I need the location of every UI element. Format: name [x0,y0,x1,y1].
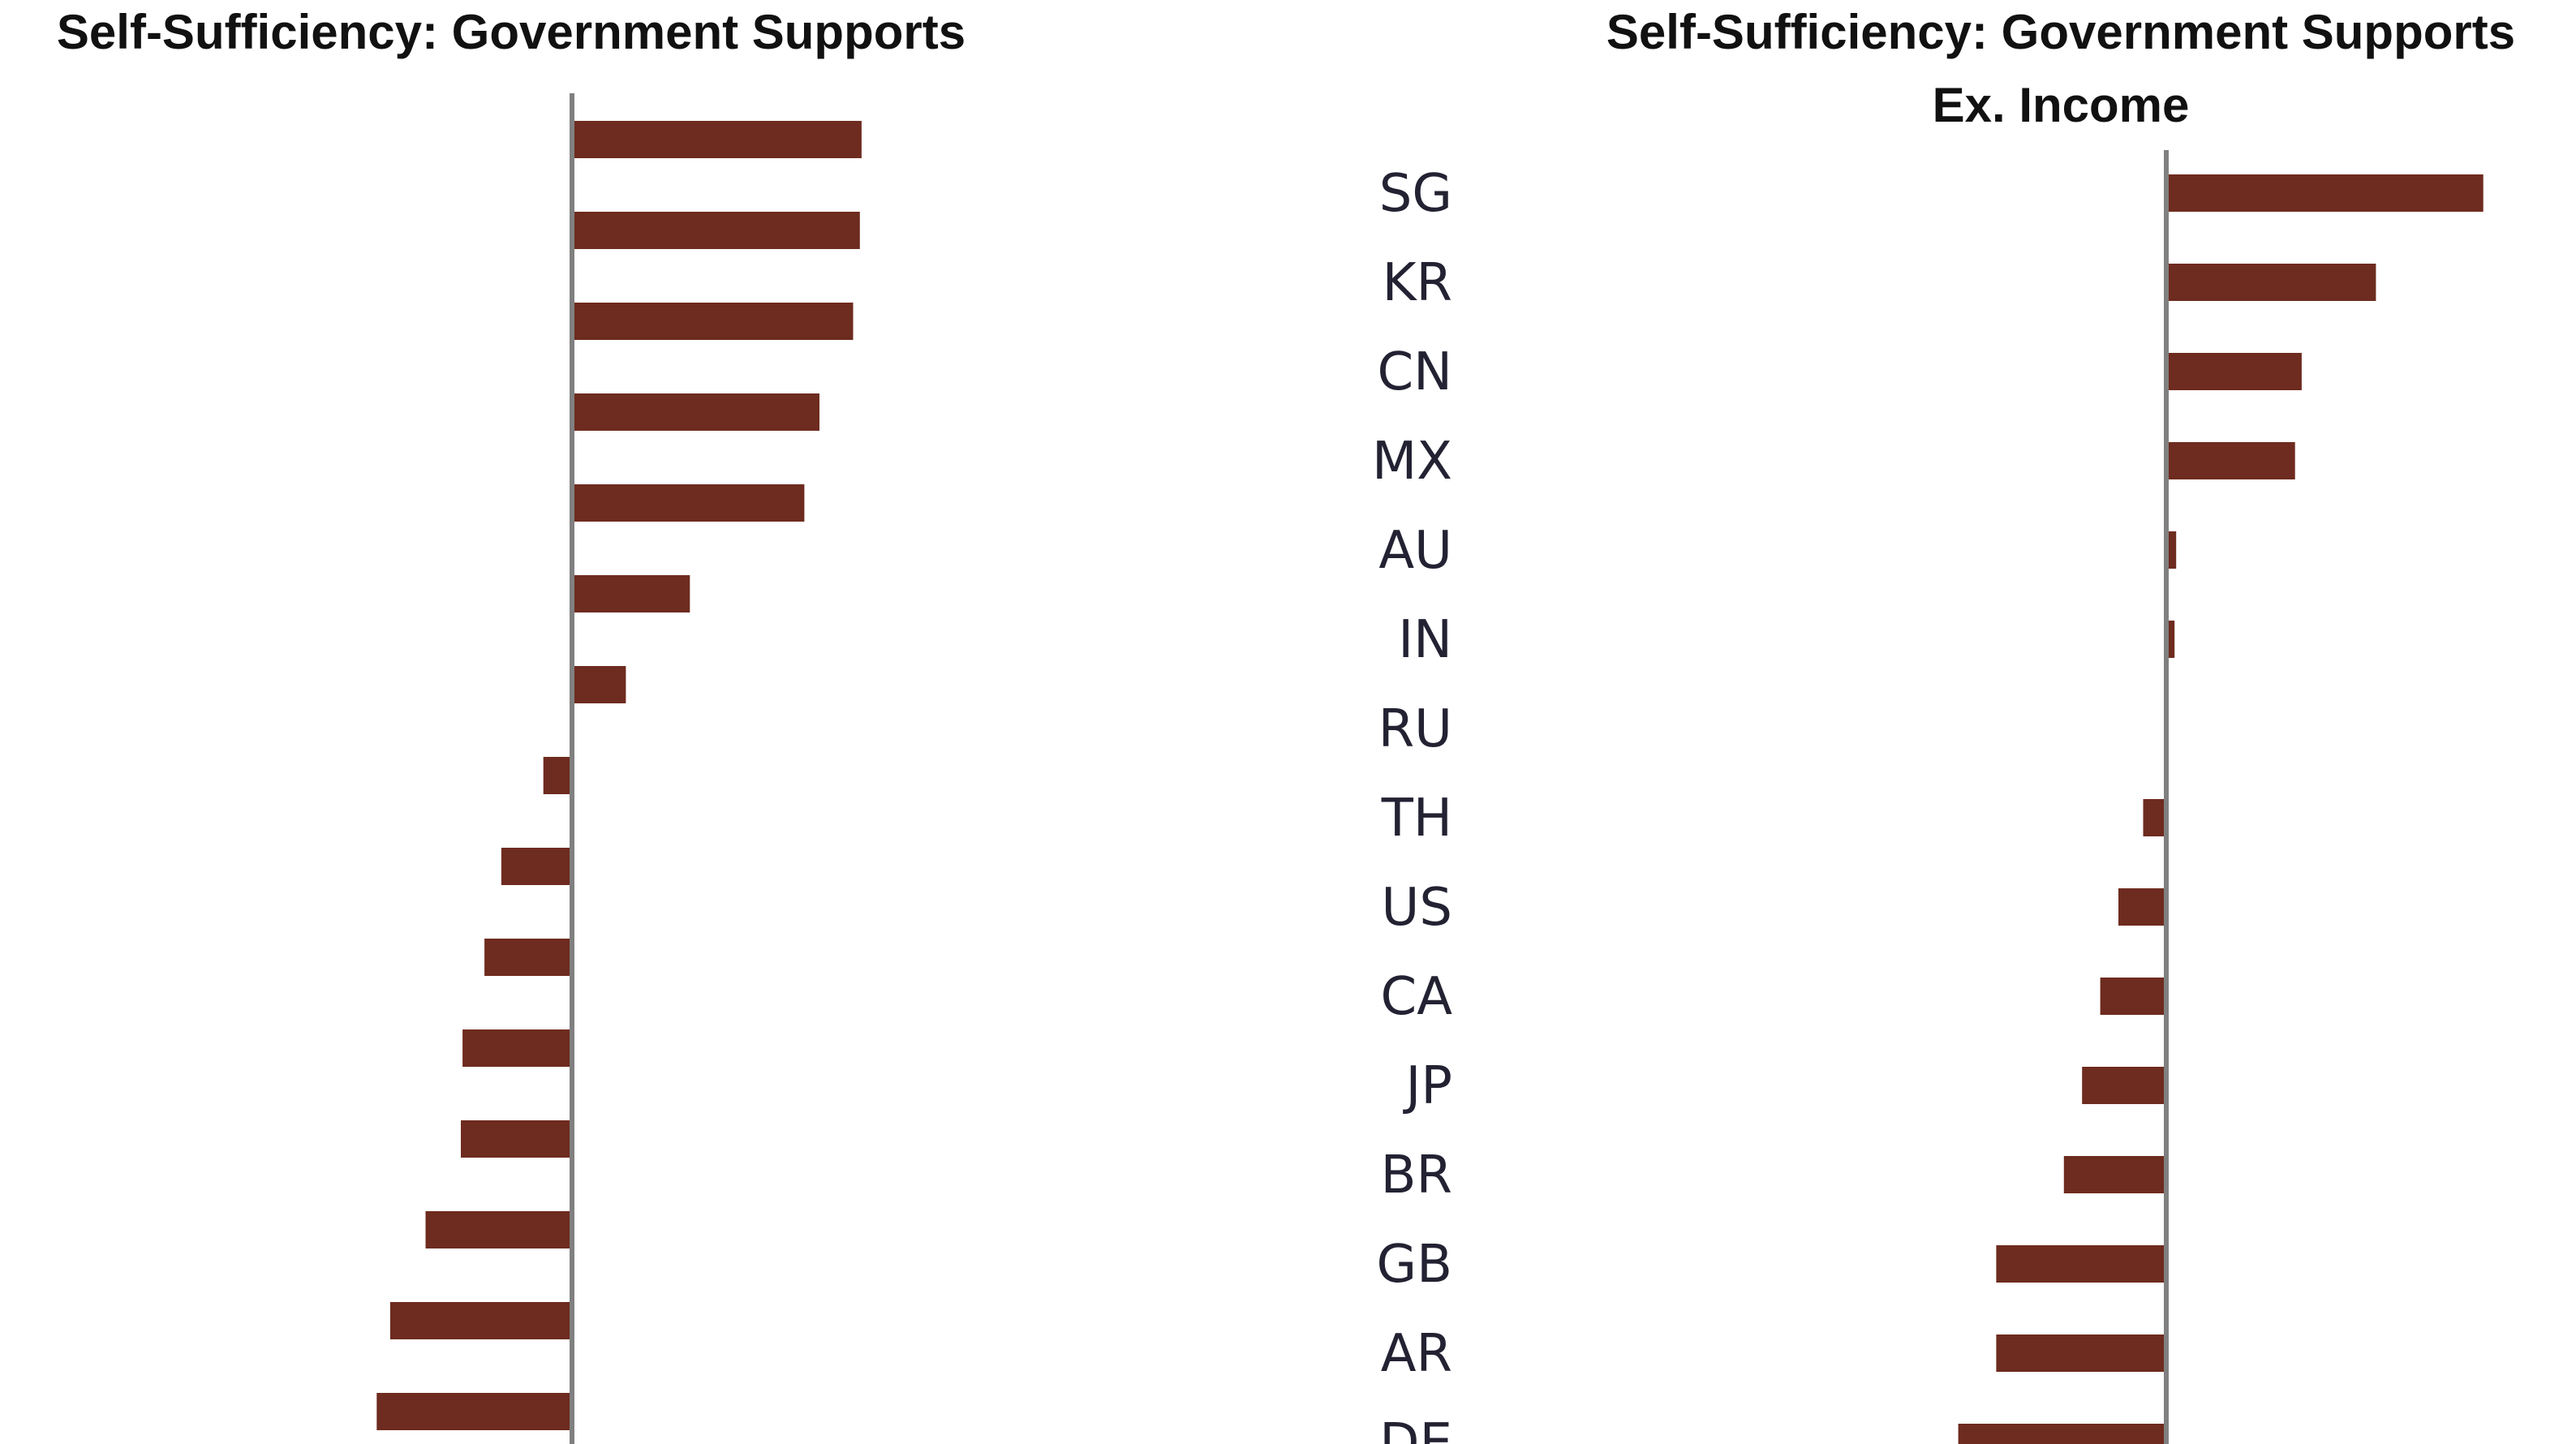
right-bar-in [2166,621,2175,658]
left-bar-de [376,1393,572,1430]
right-bar-au [2166,531,2177,569]
left-bar-ar [389,1302,572,1339]
right-bar-th [2143,799,2166,836]
left-bar-in [572,575,690,612]
category-label-ar: AR [1381,1324,1452,1384]
left-bar-ru [572,666,626,703]
category-label-cn: CN [1377,342,1452,402]
category-label-sg: SG [1379,164,1452,224]
left-bar-mx [572,393,819,431]
category-label-mx: MX [1372,432,1452,492]
right-chart-title: Self-Sufficiency: Government Supports [1606,5,2515,59]
category-label-ca: CA [1381,967,1453,1027]
category-label-ru: RU [1378,699,1452,759]
category-label-br: BR [1381,1145,1452,1205]
left-bar-sg [572,121,862,158]
right-bar-gb [1996,1245,2166,1283]
right-bar-mx [2166,442,2295,479]
left-bar-kr [572,212,860,249]
category-label-kr: KR [1383,253,1452,313]
left-bar-br [461,1120,572,1158]
right-chart-category-labels: SG KR CN MX AU IN RU TH US CA JP BR GB AR DE [1372,164,1452,1444]
right-bar-us [2118,888,2166,926]
right-chart-subtitle: Ex. Income [1933,78,2190,132]
left-bar-au [572,484,805,522]
category-label-de: DE [1379,1413,1452,1444]
right-bar-ar [1996,1334,2166,1372]
category-label-au: AU [1378,521,1452,581]
left-chart-bars [376,121,862,1430]
left-bar-cn [572,303,854,340]
category-label-us: US [1382,878,1452,938]
left-bar-gb [425,1211,572,1248]
category-label-th: TH [1381,789,1452,849]
right-bar-kr [2166,264,2376,301]
right-bar-de [1958,1424,2166,1444]
left-chart-title: Self-Sufficiency: Government Supports [57,5,965,59]
left-chart: Self-Sufficiency: Government Supports [57,5,965,1444]
right-bar-cn [2166,353,2302,390]
left-bar-th [543,757,572,794]
left-bar-jp [462,1029,572,1067]
right-chart-bars [1958,174,2484,1444]
right-bar-jp [2082,1067,2166,1104]
left-bar-ca [484,939,572,976]
category-label-jp: JP [1403,1056,1452,1116]
right-bar-ca [2100,978,2166,1015]
right-bar-br [2063,1156,2166,1193]
left-bar-us [501,848,573,885]
right-chart: Self-Sufficiency: Government Supports Ex… [1372,5,2515,1444]
category-label-in: IN [1398,610,1452,670]
category-label-gb: GB [1377,1235,1453,1295]
right-bar-sg [2166,174,2484,212]
